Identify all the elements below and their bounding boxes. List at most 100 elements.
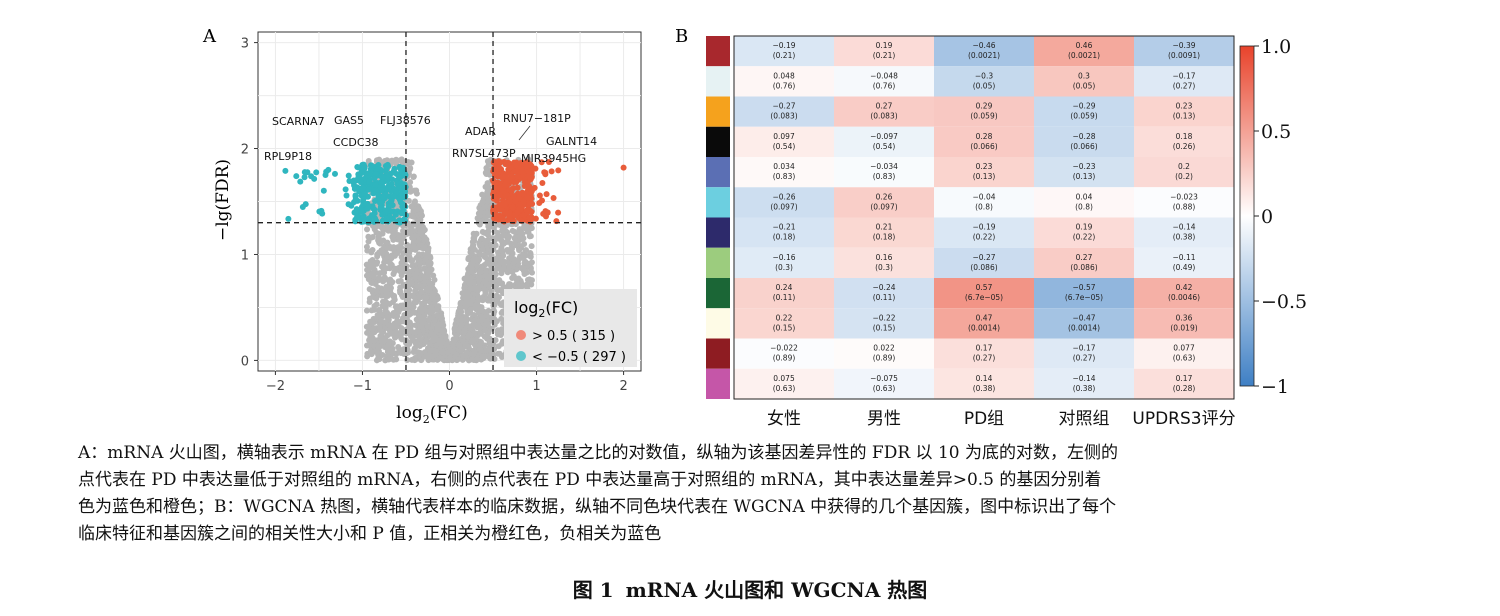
volcano-point-ns — [490, 341, 497, 348]
volcano-point-ns — [467, 306, 474, 313]
volcano-point-ns — [390, 356, 397, 363]
volcano-point-ns — [375, 307, 382, 314]
volcano-point-ns — [426, 280, 433, 287]
heatmap-cell — [934, 308, 1034, 339]
panel-a-letter: A — [202, 26, 217, 47]
volcano-point-ns — [495, 249, 502, 256]
volcano-point-up — [495, 161, 502, 168]
volcano-point-ns — [499, 238, 506, 245]
heatmap-cell — [1134, 187, 1234, 218]
volcano-point-ns — [375, 235, 382, 242]
heatmap-cell — [1034, 368, 1134, 399]
heatmap-cell — [734, 187, 834, 218]
volcano-point-ns — [516, 247, 523, 254]
cell-correlation-label: 0.27 — [1076, 253, 1093, 262]
cell-correlation-label: 0.022 — [873, 344, 895, 353]
cell-pvalue-label: (0.2) — [1175, 172, 1193, 181]
volcano-point-ns — [483, 230, 490, 237]
volcano-point-ns — [406, 166, 413, 173]
cell-pvalue-label: (0.76) — [873, 81, 896, 90]
volcano-point-ns — [410, 236, 417, 243]
volcano-point-ns — [477, 251, 484, 258]
volcano-point-ns — [494, 328, 501, 335]
volcano-y-axis-label: −lg(FDR) — [213, 159, 233, 241]
volcano-point-ns — [468, 265, 475, 272]
volcano-point-ns — [468, 250, 475, 257]
gene-label: SCARNA7 — [272, 115, 325, 128]
volcano-point-ns — [368, 249, 375, 256]
volcano-point-ns — [392, 265, 399, 272]
volcano-point-ns — [434, 295, 441, 302]
volcano-point-ns — [506, 262, 513, 269]
volcano-point-down — [361, 190, 368, 197]
cell-pvalue-label: (0.0021) — [1068, 51, 1100, 60]
volcano-point-ns — [368, 307, 375, 314]
heatmap-cell — [734, 308, 834, 339]
legend-down-label: < −0.5 ( 297 ) — [532, 350, 626, 365]
heatmap-column-labels: 女性 男性 PD组 对照组 UPDRS3评分 — [767, 409, 1236, 429]
volcano-point-ns — [489, 317, 496, 324]
volcano-point-ns — [458, 308, 465, 315]
heatmap-cell — [934, 278, 1034, 309]
cell-pvalue-label: (0.22) — [973, 233, 996, 242]
colorbar-tick-label: 0.5 — [1261, 121, 1291, 143]
volcano-point-up — [490, 189, 497, 196]
caption-line: 临床特征和基因簇之间的相关性大小和 P 值，正相关为橙红色，负相关为蓝色 — [78, 524, 662, 544]
volcano-point-ns — [463, 303, 470, 310]
volcano-point-ns — [414, 282, 421, 289]
volcano-point-ns — [383, 283, 390, 290]
volcano-point-ns — [398, 156, 405, 163]
volcano-point-ns — [394, 320, 401, 327]
volcano-point-down — [396, 174, 403, 181]
cell-correlation-label: −0.57 — [1073, 283, 1096, 292]
x-tick-label: −2 — [266, 379, 285, 394]
volcano-point-up — [555, 209, 562, 216]
heatmap-cell — [734, 278, 834, 309]
volcano-point-ns — [524, 276, 531, 283]
volcano-point-ns — [469, 239, 476, 246]
volcano-point-up — [501, 218, 508, 225]
heatmap-cell — [734, 338, 834, 369]
volcano-point-up — [503, 209, 510, 216]
volcano-point-ns — [396, 235, 403, 242]
volcano-point-ns — [507, 281, 514, 288]
volcano-point-ns — [482, 254, 489, 261]
colorbar-tick-label: 0 — [1261, 206, 1273, 228]
heatmap-cell — [834, 217, 934, 248]
heatmap-cell — [934, 157, 1034, 188]
figure-title-text: mRNA 火山图和 WGCNA 热图 — [625, 578, 928, 602]
volcano-point-ns — [384, 245, 391, 252]
volcano-point-down — [377, 200, 384, 207]
volcano-point-ns — [406, 184, 413, 191]
volcano-point-ns — [487, 351, 494, 358]
volcano-point-ns — [390, 309, 397, 316]
cell-correlation-label: 0.2 — [1178, 162, 1190, 171]
heatmap-cell — [934, 126, 1034, 157]
cell-pvalue-label: (0.059) — [970, 112, 997, 121]
cell-correlation-label: 0.3 — [1078, 71, 1090, 80]
volcano-point-ns — [521, 259, 528, 266]
volcano-point-ns — [410, 243, 417, 250]
volcano-point-up — [539, 180, 546, 187]
volcano-point-ns — [410, 292, 417, 299]
volcano-point-ns — [474, 262, 481, 269]
colorbar — [1239, 45, 1255, 387]
heatmap-cell — [1034, 157, 1134, 188]
heatmap-cell — [1134, 217, 1234, 248]
volcano-point-ns — [483, 281, 490, 288]
volcano-point-ns — [477, 208, 484, 215]
cell-correlation-label: 0.36 — [1176, 313, 1193, 322]
volcano-point-down — [396, 181, 403, 188]
volcano-point-ns — [519, 254, 526, 261]
cell-pvalue-label: (0.11) — [873, 293, 896, 302]
heatmap-cell — [934, 96, 1034, 127]
volcano-point-ns — [483, 267, 490, 274]
cell-pvalue-label: (0.83) — [873, 172, 896, 181]
cell-pvalue-label: (0.0021) — [968, 51, 1000, 60]
x-tick-label: 0 — [445, 379, 453, 394]
volcano-point-ns — [468, 338, 475, 345]
heatmap-cell — [834, 247, 934, 278]
volcano-point-ns — [429, 338, 436, 345]
caption-line: 点代表在 PD 中表达量低于对照组的 mRNA，右侧的点代表在 PD 中表达量高… — [78, 470, 1102, 490]
volcano-point-ns — [389, 233, 396, 240]
